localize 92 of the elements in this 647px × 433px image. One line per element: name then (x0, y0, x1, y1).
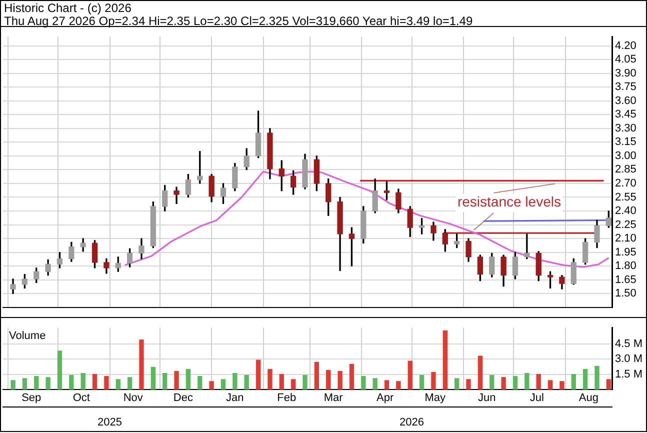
x-tick-label: Dec (173, 392, 194, 404)
y-tick-label: 1.80 (615, 260, 636, 272)
bar (279, 374, 284, 390)
bar (174, 370, 179, 390)
bar (582, 368, 588, 390)
x-tick-label: Jun (478, 392, 496, 404)
bar (454, 378, 460, 390)
bar (349, 364, 354, 390)
bar (256, 360, 261, 390)
bar (268, 368, 272, 390)
y-tick-label: 3.75 (615, 81, 636, 94)
y-tick-label: 2.70 (615, 178, 636, 190)
bar (186, 368, 191, 390)
bar (220, 379, 226, 390)
bar (478, 356, 483, 390)
x-tick-label: Aug (578, 392, 598, 404)
y-tick-label: 2.25 (615, 218, 636, 231)
bar (314, 362, 320, 390)
bar (466, 379, 471, 390)
chart-subtitle: Thu Aug 27 2026 Op=2.34 Hi=2.35 Lo=2.30 Cl=2.325 Vol=319,660 Year hi=3.49 lo=1.49 (4, 14, 474, 28)
x-tick-label: Sep (22, 392, 42, 404)
x2-tick-label: 2026 (400, 416, 424, 428)
bar (606, 379, 611, 390)
bar (326, 370, 331, 390)
x-tick-label: Apr (376, 392, 394, 404)
bar (57, 350, 62, 390)
bar (232, 373, 238, 390)
bar (244, 375, 249, 390)
x2-tick-label: 2025 (98, 416, 122, 428)
x-tick-label: May (424, 392, 446, 404)
bar (490, 375, 494, 390)
bar (80, 373, 86, 390)
bar (408, 360, 412, 390)
bar (139, 339, 144, 390)
y-tick-label: 1.95 (615, 246, 636, 258)
y-tick-label: 2.85 (615, 164, 636, 176)
bar (524, 373, 530, 390)
bar (548, 380, 553, 390)
y-tick-label: 4.05 (615, 54, 636, 66)
bar (290, 379, 296, 390)
y-tick-label: 3.60 (615, 94, 636, 107)
y-tick-label: 4.20 (615, 40, 636, 52)
x-tick-label: Nov (123, 392, 144, 404)
chart-title: Volume (9, 330, 46, 342)
bar (46, 377, 50, 390)
y-tick-label: 2.10 (615, 232, 636, 245)
bar (150, 366, 156, 390)
bar (384, 380, 390, 390)
bar (10, 380, 16, 390)
bar (372, 378, 378, 390)
y-tick-label: 1.5 M (615, 368, 643, 380)
annotation: resistance levels (457, 194, 561, 210)
x-tick-label: Jul (530, 392, 544, 404)
y-tick-label: 3.45 (615, 108, 636, 121)
bar (127, 377, 132, 390)
y-tick-label: 3.30 (615, 122, 636, 134)
bar (361, 376, 366, 390)
y-tick-label: 2.55 (615, 191, 636, 204)
y-tick-label: 1.65 (615, 274, 636, 286)
bar (22, 378, 28, 390)
x-tick-label: Mar (324, 392, 344, 404)
bar (34, 376, 39, 390)
bar (104, 376, 109, 390)
bar (209, 381, 214, 390)
bar (536, 374, 541, 390)
chart-title: Historic Chart - (c) 2026 (4, 1, 132, 15)
bar (501, 377, 506, 390)
bar (442, 330, 448, 390)
bar (338, 370, 342, 390)
bar (419, 375, 424, 390)
bar (302, 375, 308, 390)
bar (512, 376, 518, 390)
x-tick-label: Oct (72, 392, 90, 404)
x-tick-label: Feb (277, 392, 296, 404)
bar (198, 376, 202, 390)
y-tick-label: 3.00 (615, 150, 636, 162)
y-tick-label: 1.50 (615, 288, 636, 300)
y-tick-label: 3.15 (615, 136, 636, 148)
bar (431, 372, 436, 390)
y-tick-label: 3.90 (615, 67, 636, 80)
bar (162, 373, 168, 390)
x-tick-label: Jan (226, 392, 244, 404)
y-tick-label: 2.40 (615, 205, 636, 218)
bar (560, 381, 564, 390)
y-tick-label: 3.0 M (615, 353, 643, 366)
bar (69, 375, 74, 390)
y-tick-label: 4.5 M (615, 338, 643, 350)
bar (594, 366, 600, 390)
bar (92, 374, 98, 390)
bar (116, 379, 120, 390)
bar (396, 381, 401, 390)
bar (571, 374, 576, 390)
